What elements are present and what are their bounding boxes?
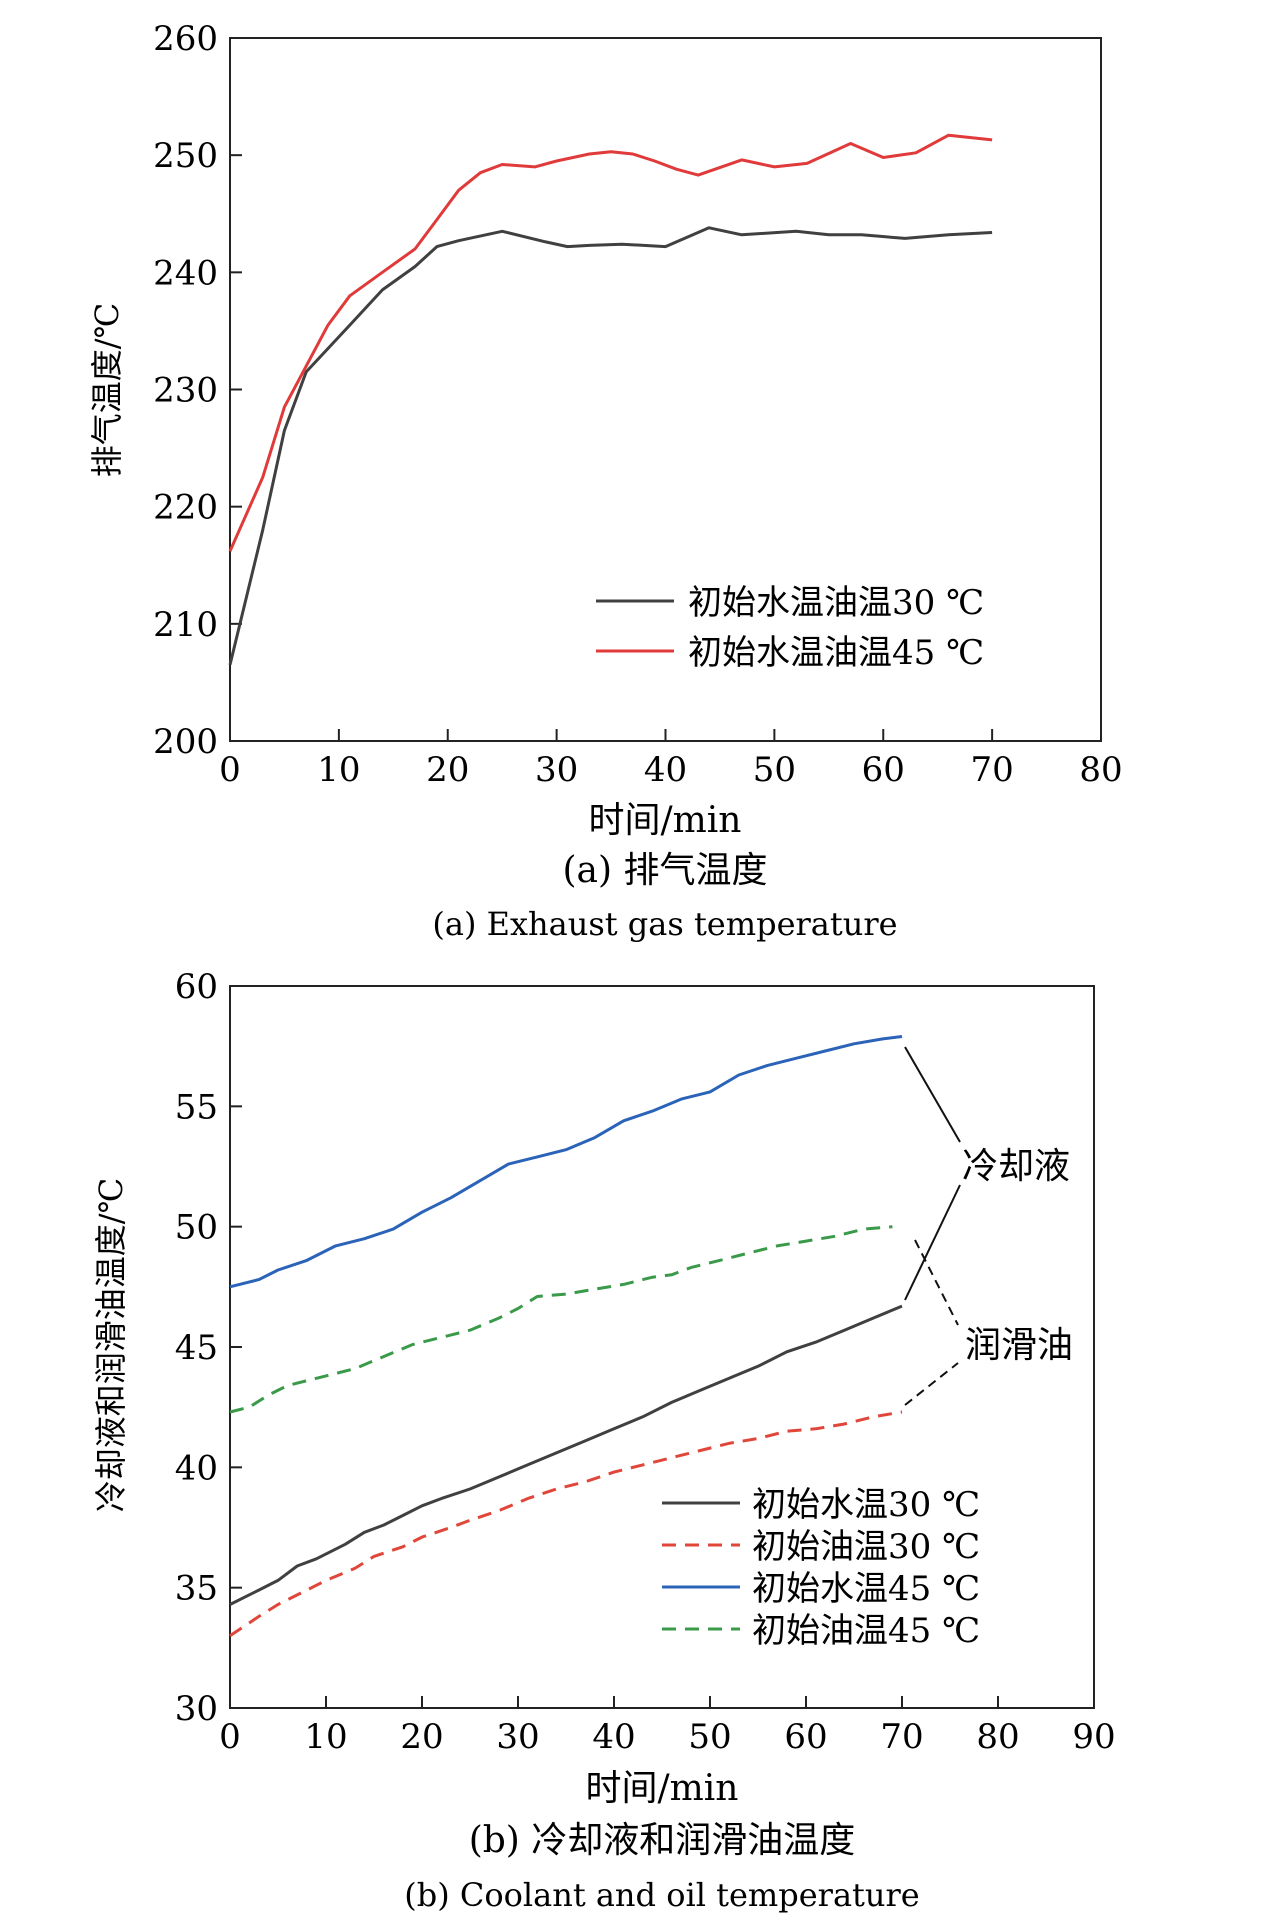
y-tick-label: 30 [175,1689,218,1729]
x-tick-label: 30 [535,750,578,790]
x-tick-label: 50 [753,750,796,790]
annotation-leader-coolant-lower [904,1184,961,1301]
series-line-1 [228,226,993,666]
x-tick-label: 10 [317,750,360,790]
x-tick-label: 0 [219,750,241,790]
x-tick-label: 0 [219,1717,241,1757]
series-line-2 [229,1410,903,1638]
legend-label-series-1: 初始水温油温30 ℃ [688,583,984,623]
y-tick-label: 55 [175,1087,218,1127]
y-axis-label: 排气温度/℃ [88,303,126,478]
caption-cn: (a) 排气温度 [563,850,768,891]
y-tick-label: 60 [175,967,218,1007]
legend-label-series-1: 初始水温30 ℃ [752,1485,980,1525]
annotations: 冷却液 润滑油 [904,1046,1073,1406]
x-tick-label: 80 [976,1717,1019,1757]
legend-label-series-3: 初始水温45 ℃ [752,1569,980,1609]
y-tick-label: 50 [175,1208,218,1248]
y-tick-label: 45 [175,1328,218,1368]
y-tick-label: 230 [153,371,218,411]
x-tick-label: 60 [862,750,905,790]
y-axis-ticks: 200 210 220 230 240 250 260 [153,19,242,762]
caption-en: (b) Coolant and oil temperature [404,1876,919,1914]
y-tick-label: 240 [153,253,218,293]
y-tick-label: 210 [153,605,218,645]
x-axis-ticks: 0 10 20 30 40 50 60 70 80 90 [219,1696,1116,1757]
series-line-1 [229,1304,903,1606]
y-tick-label: 40 [175,1448,218,1488]
legend: 初始水温油温30 ℃ 初始水温油温45 ℃ [596,583,984,673]
y-tick-label: 200 [153,722,218,762]
annotation-leader-oil-lower [904,1362,959,1406]
x-tick-label: 60 [784,1717,827,1757]
annotation-coolant: 冷却液 [962,1146,1070,1187]
annotation-leader-oil-upper [914,1239,959,1326]
coolant-oil-temperature-chart: 30 35 40 45 50 55 60 0 10 20 30 40 50 60 70 80 90 冷却液 润… [92,967,1116,1914]
x-axis-ticks: 0 10 20 30 40 50 60 70 80 [219,729,1123,790]
x-tick-label: 90 [1072,1717,1115,1757]
y-tick-label: 220 [153,488,218,528]
x-tick-label: 40 [644,750,687,790]
series-line-2 [228,133,993,552]
y-axis-ticks: 30 35 40 45 50 55 60 [175,967,242,1729]
y-tick-label: 35 [175,1569,218,1609]
caption-en: (a) Exhaust gas temperature [432,905,897,943]
x-tick-label: 40 [592,1717,635,1757]
x-tick-label: 10 [304,1717,347,1757]
series-line-3 [229,1035,903,1289]
series-lines [229,1035,903,1638]
x-tick-label: 80 [1079,750,1122,790]
x-tick-label: 70 [880,1717,923,1757]
y-axis-label: 冷却液和润滑油温度/℃ [92,1178,130,1513]
y-tick-label: 260 [153,19,218,59]
caption-cn: (b) 冷却液和润滑油温度 [469,1820,856,1861]
x-tick-label: 50 [688,1717,731,1757]
x-axis-label: 时间/min [586,1768,739,1809]
annotation-leader-coolant-upper [904,1046,961,1143]
series-lines [228,133,993,666]
series-line-4 [229,1225,893,1414]
x-axis-label: 时间/min [589,800,742,841]
legend: 初始水温30 ℃ 初始油温30 ℃ 初始水温45 ℃ 初始油温45 ℃ [662,1485,980,1651]
x-tick-label: 70 [970,750,1013,790]
annotation-oil: 润滑油 [965,1325,1073,1366]
x-tick-label: 20 [426,750,469,790]
legend-label-series-2: 初始油温30 ℃ [752,1527,980,1567]
x-tick-label: 30 [496,1717,539,1757]
legend-label-series-2: 初始水温油温45 ℃ [688,633,984,673]
legend-label-series-4: 初始油温45 ℃ [752,1611,980,1651]
y-tick-label: 250 [153,136,218,176]
x-tick-label: 20 [400,1717,443,1757]
